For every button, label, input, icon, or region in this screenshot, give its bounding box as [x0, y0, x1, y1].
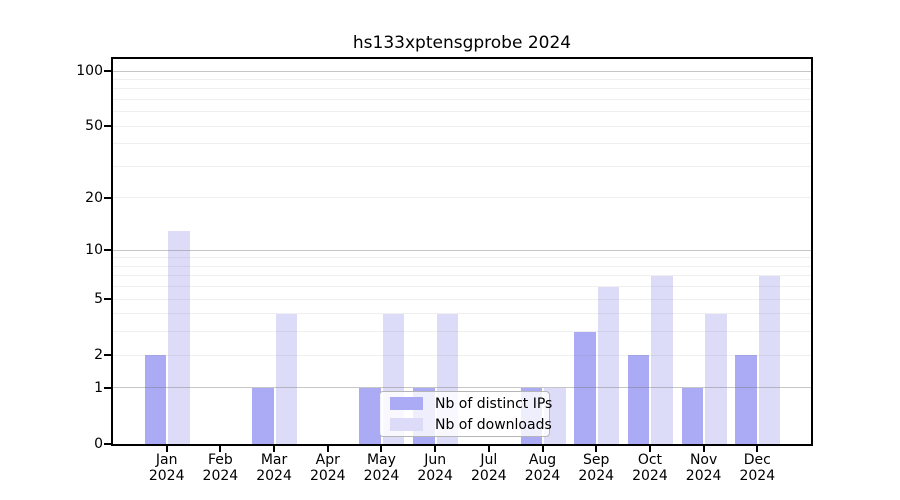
gridline-minor	[113, 88, 811, 90]
bar-distinct-ips	[681, 387, 704, 444]
x-tick-mark	[273, 446, 276, 452]
x-axis-tick-label: Jan 2024	[148, 452, 185, 484]
gridline-minor	[113, 331, 811, 333]
x-tick-mark	[595, 446, 598, 452]
gridline-minor	[113, 275, 811, 277]
gridline-minor	[113, 165, 811, 167]
x-tick-mark	[756, 446, 759, 452]
legend-label-distinct-ips: Nb of distinct IPs	[435, 395, 553, 412]
legend-entry-distinct-ips: Nb of distinct IPs	[380, 395, 553, 413]
bar-distinct-ips	[252, 387, 274, 444]
legend: Nb of distinct IPs Nb of downloads	[379, 391, 553, 437]
x-axis-tick-label: Aug 2024	[524, 452, 561, 484]
x-axis-tick-label: Nov 2024	[685, 452, 722, 484]
gridline-minor	[113, 298, 811, 300]
gridline-minor	[113, 286, 811, 288]
x-tick-mark	[434, 446, 437, 452]
bar-downloads	[597, 286, 620, 444]
y-axis-tick-label: 10	[85, 242, 103, 259]
x-axis-tick-label: Jul 2024	[471, 452, 507, 484]
y-axis-tick-label: 100	[76, 63, 103, 79]
y-tick-mark	[104, 249, 111, 252]
bar-distinct-ips	[359, 387, 381, 444]
bar-distinct-ips	[627, 355, 650, 444]
bar-distinct-ips	[574, 331, 596, 444]
legend-entry-downloads: Nb of downloads	[380, 416, 552, 434]
x-axis-tick-label: Jun 2024	[417, 452, 453, 484]
bar-downloads	[758, 275, 781, 444]
x-axis-tick-label: Sep 2024	[578, 452, 615, 484]
y-tick-mark	[104, 443, 111, 445]
y-tick-mark	[104, 196, 111, 199]
y-axis-tick-label: 50	[85, 118, 103, 135]
gridline-minor	[113, 265, 811, 267]
x-axis-tick-label: Mar 2024	[256, 452, 292, 484]
x-tick-mark	[487, 446, 490, 452]
gridline-minor	[113, 98, 811, 100]
legend-swatch-distinct-ips	[390, 397, 423, 410]
y-axis-tick-label: 20	[85, 189, 103, 206]
bar-downloads	[168, 230, 190, 444]
bar-distinct-ips	[735, 355, 757, 444]
x-tick-mark	[702, 446, 705, 452]
gridline-minor	[113, 257, 811, 259]
gridline-minor	[113, 197, 811, 199]
y-axis-tick-label: 0	[94, 436, 103, 452]
gridline-minor	[113, 354, 811, 356]
y-tick-mark	[104, 125, 111, 128]
gridline-minor	[113, 313, 811, 315]
y-tick-mark	[104, 70, 111, 72]
x-axis-tick-label: Dec 2024	[739, 452, 776, 484]
y-tick-mark	[104, 354, 111, 357]
gridline-minor	[113, 111, 811, 113]
y-axis-tick-label: 1	[94, 379, 103, 396]
x-axis-tick-label: Feb 2024	[202, 452, 239, 484]
y-tick-mark	[104, 298, 111, 301]
chart-title: hs133xptensgprobe 2024	[352, 33, 572, 53]
gridline-major	[113, 387, 811, 389]
x-axis-tick-label: May 2024	[363, 452, 400, 484]
x-tick-mark	[326, 446, 329, 452]
bar-distinct-ips	[144, 355, 167, 444]
x-tick-mark	[648, 446, 651, 452]
gridline-minor	[113, 125, 811, 127]
legend-swatch-downloads	[390, 418, 423, 431]
gridline-minor	[113, 78, 811, 80]
bar-downloads	[651, 275, 673, 444]
x-axis-tick-label: Oct 2024	[632, 452, 668, 484]
gridline-minor	[113, 143, 811, 145]
x-tick-mark	[219, 446, 222, 452]
bar-downloads	[705, 313, 727, 444]
y-tick-mark	[104, 386, 111, 389]
gridline-major	[113, 249, 811, 251]
y-axis-tick-label: 2	[94, 347, 103, 364]
x-tick-mark	[165, 446, 168, 452]
gridline-major	[113, 70, 811, 72]
x-tick-mark	[380, 446, 383, 452]
bar-downloads	[275, 313, 298, 444]
y-axis-tick-label: 5	[94, 291, 103, 308]
legend-label-downloads: Nb of downloads	[435, 416, 552, 433]
x-tick-mark	[541, 446, 544, 452]
x-axis-tick-label: Apr 2024	[309, 452, 346, 484]
